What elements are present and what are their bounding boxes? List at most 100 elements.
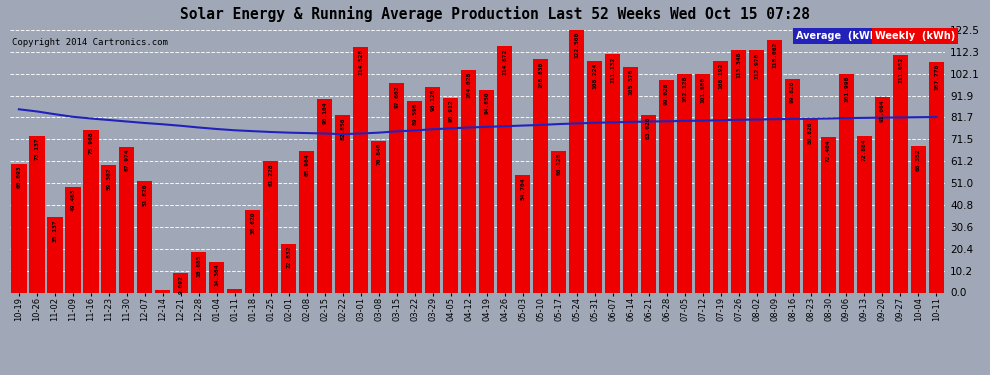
Bar	[856, 136, 872, 292]
Text: 118.062: 118.062	[772, 42, 777, 68]
Bar	[155, 290, 170, 292]
Text: 70.840: 70.840	[376, 143, 381, 165]
Bar	[425, 87, 441, 292]
Text: 97.602: 97.602	[394, 86, 399, 108]
Text: 104.028: 104.028	[466, 72, 471, 98]
Bar	[65, 186, 80, 292]
Text: 102.128: 102.128	[682, 76, 687, 102]
Text: 107.770: 107.770	[934, 64, 939, 90]
Text: 67.974: 67.974	[125, 149, 130, 171]
Bar	[281, 244, 296, 292]
Text: 91.064: 91.064	[880, 99, 885, 122]
Bar	[748, 50, 764, 292]
Bar	[263, 161, 278, 292]
Bar	[353, 47, 368, 292]
Bar	[30, 136, 45, 292]
Bar	[659, 80, 674, 292]
Bar	[335, 115, 350, 292]
Text: 96.120: 96.120	[431, 88, 436, 111]
Text: 61.228: 61.228	[268, 164, 273, 186]
Bar	[173, 273, 188, 292]
Text: 90.912: 90.912	[448, 100, 453, 122]
Bar	[803, 119, 818, 292]
Text: 122.500: 122.500	[574, 32, 579, 58]
Bar	[317, 99, 333, 292]
Text: 108.224: 108.224	[592, 63, 597, 89]
Bar	[551, 151, 566, 292]
Text: 66.128: 66.128	[556, 153, 561, 176]
Text: 49.463: 49.463	[70, 189, 75, 211]
Text: Average  (kWh): Average (kWh)	[796, 32, 881, 41]
Bar	[299, 151, 315, 292]
Text: 82.856: 82.856	[341, 117, 346, 140]
Text: Copyright 2014 Cartronics.com: Copyright 2014 Cartronics.com	[12, 38, 167, 47]
Text: 105.376: 105.376	[628, 69, 633, 95]
Bar	[911, 146, 926, 292]
Bar	[695, 74, 710, 292]
Text: 108.830: 108.830	[539, 62, 544, 88]
Text: 99.028: 99.028	[664, 82, 669, 105]
Text: 94.650: 94.650	[484, 92, 489, 114]
Bar	[677, 74, 692, 292]
Bar	[48, 217, 62, 292]
Bar	[191, 252, 207, 292]
Text: 108.192: 108.192	[718, 63, 723, 89]
Bar	[389, 83, 404, 292]
Text: Weekly  (kWh): Weekly (kWh)	[875, 32, 955, 41]
Bar	[515, 175, 531, 292]
Bar	[767, 39, 782, 292]
Bar	[83, 130, 99, 292]
Bar	[605, 54, 621, 292]
Text: 35.137: 35.137	[52, 219, 57, 242]
Bar	[101, 165, 117, 292]
Bar	[569, 30, 584, 292]
Bar	[533, 59, 548, 292]
Bar	[371, 141, 386, 292]
Text: 75.968: 75.968	[88, 132, 93, 154]
Text: 38.620: 38.620	[250, 212, 255, 234]
Bar	[246, 210, 260, 292]
Bar	[875, 98, 890, 292]
Bar	[839, 74, 854, 292]
Bar	[893, 54, 908, 292]
Text: 99.820: 99.820	[790, 81, 795, 103]
Bar	[209, 262, 225, 292]
Text: 89.596: 89.596	[412, 103, 417, 125]
Text: 68.352: 68.352	[916, 148, 921, 171]
Bar	[11, 164, 27, 292]
Text: 73.137: 73.137	[35, 138, 40, 160]
Text: 101.998: 101.998	[844, 76, 849, 102]
Bar	[641, 115, 656, 292]
Text: 59.302: 59.302	[106, 168, 111, 190]
Bar	[785, 79, 800, 292]
Text: 9.092: 9.092	[178, 275, 183, 294]
Text: 72.404: 72.404	[826, 140, 831, 162]
Bar	[713, 61, 729, 292]
Bar	[479, 90, 494, 292]
Bar	[407, 100, 423, 292]
Text: 90.104: 90.104	[323, 102, 328, 124]
Text: 54.704: 54.704	[520, 177, 525, 200]
Text: 112.970: 112.970	[754, 53, 759, 79]
Text: 14.364: 14.364	[214, 264, 220, 286]
Bar	[227, 289, 243, 292]
Text: 22.832: 22.832	[286, 246, 291, 268]
Text: 111.052: 111.052	[898, 57, 903, 83]
Text: 80.826: 80.826	[808, 122, 813, 144]
Bar	[444, 98, 458, 292]
Text: 65.964: 65.964	[304, 153, 309, 176]
Text: 60.093: 60.093	[17, 166, 22, 188]
Text: Solar Energy & Running Average Production Last 52 Weeks Wed Oct 15 07:28: Solar Energy & Running Average Productio…	[180, 6, 810, 22]
Text: 113.348: 113.348	[736, 52, 742, 78]
Bar	[731, 50, 746, 292]
Text: 72.884: 72.884	[862, 138, 867, 161]
Bar	[587, 61, 602, 292]
Text: 101.880: 101.880	[700, 76, 705, 103]
Text: 51.820: 51.820	[143, 184, 148, 206]
Text: 111.132: 111.132	[610, 57, 615, 83]
Text: 18.885: 18.885	[196, 254, 201, 277]
Bar	[821, 137, 837, 292]
Bar	[497, 46, 512, 292]
Bar	[623, 67, 639, 292]
Bar	[119, 147, 135, 292]
